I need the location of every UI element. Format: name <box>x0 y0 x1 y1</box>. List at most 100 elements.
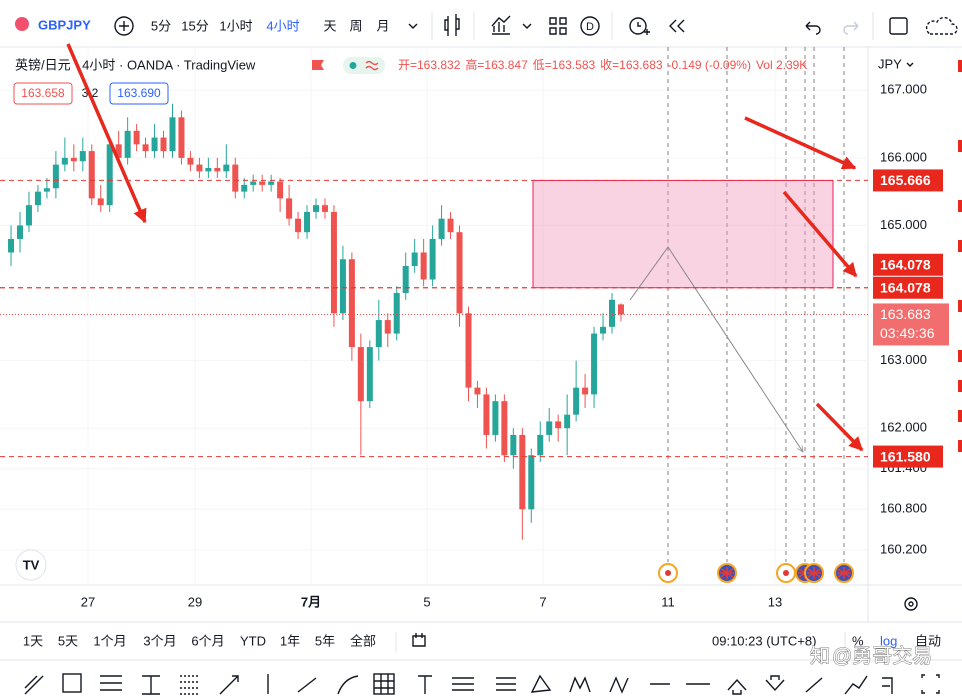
short-tool[interactable] <box>765 675 785 692</box>
table-grid <box>374 674 394 694</box>
settings-button[interactable] <box>904 597 918 611</box>
range-button[interactable]: 1天 <box>23 633 43 648</box>
badge-circle[interactable] <box>580 16 600 36</box>
percent-toggle[interactable]: % <box>852 633 864 648</box>
interval-button[interactable]: 天 <box>323 18 336 33</box>
table-tool[interactable] <box>373 673 395 695</box>
price-axis-currency[interactable]: JPY <box>878 56 902 71</box>
level-label-bg <box>873 276 943 299</box>
interval-button[interactable]: 15分 <box>181 18 208 33</box>
rect-tool[interactable] <box>62 673 82 693</box>
ray-tool[interactable] <box>297 677 317 693</box>
add-symbol-button[interactable] <box>114 16 134 36</box>
candle-body <box>537 434 544 456</box>
event-flag <box>807 567 821 579</box>
level-label: 164.078 <box>880 256 931 272</box>
indicators-button[interactable] <box>491 15 511 35</box>
layout-button[interactable] <box>549 17 567 35</box>
symbol-logo <box>15 17 29 31</box>
flag-icon <box>312 60 324 70</box>
candle-body <box>178 117 185 158</box>
y-tick-label: 167.000 <box>880 82 927 97</box>
log-toggle[interactable]: log <box>880 633 897 648</box>
long-tool[interactable] <box>727 678 747 695</box>
brush-tool[interactable] <box>337 675 359 695</box>
range-button[interactable]: 1年 <box>280 633 300 648</box>
candle-body <box>34 191 41 206</box>
redo-button[interactable] <box>843 21 859 35</box>
tv-logo-mark: TV <box>23 557 40 572</box>
interval-button[interactable]: 月 <box>376 18 389 33</box>
range-group: 1天 5天 1个月 3个月 6个月 YTD 1年 5年 全部 <box>23 633 376 648</box>
ohlc-item: 开=163.832 <box>398 58 461 72</box>
hlines-tool[interactable] <box>100 675 122 691</box>
interval-button[interactable]: 4小时 <box>266 18 299 33</box>
candle-body <box>375 320 382 348</box>
candle-body <box>429 238 436 280</box>
interval-chevron[interactable] <box>408 23 418 29</box>
tv-logo <box>15 549 47 581</box>
date-range-button[interactable] <box>412 633 426 647</box>
projection-tool[interactable] <box>844 675 868 695</box>
candle-body <box>411 252 418 266</box>
channel-tool[interactable] <box>452 677 474 691</box>
candle-body <box>555 421 562 429</box>
buy-box[interactable] <box>109 82 169 105</box>
candle-body <box>232 164 239 192</box>
candle-body <box>321 205 328 212</box>
alert-button[interactable] <box>629 17 647 35</box>
range-button[interactable]: 3个月 <box>143 633 176 648</box>
forecast-tool[interactable] <box>805 677 823 693</box>
fullscreen-button[interactable] <box>889 17 908 35</box>
candle-body <box>492 401 499 435</box>
interval-button[interactable]: 周 <box>349 18 362 33</box>
range-button[interactable]: 6个月 <box>191 633 224 648</box>
zoom-tool[interactable] <box>921 674 940 694</box>
arrow-tool[interactable] <box>219 675 239 695</box>
range-button[interactable]: 5年 <box>315 633 335 648</box>
elliott-tool[interactable] <box>609 676 629 694</box>
symbol[interactable]: GBPJPY <box>38 17 91 32</box>
range-button[interactable]: 全部 <box>350 633 376 648</box>
edge-mark <box>958 380 962 392</box>
candle-body <box>393 293 400 334</box>
chevron[interactable] <box>522 23 532 29</box>
parallel-tool[interactable] <box>496 677 516 691</box>
ohlc-item: 低=163.583 <box>533 58 596 72</box>
text-line-tool[interactable] <box>142 675 160 695</box>
y-tick-label: 160.800 <box>880 501 927 516</box>
y-tick-label: 163.000 <box>880 352 927 367</box>
undo-button[interactable] <box>805 21 821 35</box>
chart-type-button[interactable] <box>444 14 460 36</box>
cloud-button[interactable] <box>925 16 958 35</box>
note-tool[interactable] <box>882 677 893 694</box>
range-button[interactable]: YTD <box>240 633 266 648</box>
triangle-tool[interactable] <box>530 674 552 693</box>
fib-tool[interactable] <box>180 675 200 695</box>
candle-body <box>420 252 427 280</box>
status-wave <box>365 60 379 71</box>
candle-body <box>384 320 391 334</box>
trend-line-tool[interactable] <box>24 675 44 695</box>
candle-body <box>61 157 68 165</box>
candle-body <box>142 144 149 152</box>
candle-body <box>447 218 454 233</box>
range-button[interactable]: 5天 <box>58 633 78 648</box>
range-button[interactable]: 1个月 <box>93 633 126 648</box>
y-tick-label: 165.000 <box>880 217 927 232</box>
candle-body <box>169 117 176 152</box>
candle-body <box>348 259 355 348</box>
candle-body <box>304 211 311 233</box>
candle-body <box>259 181 266 185</box>
edge-mark <box>958 440 962 452</box>
last-price-label: 163.683 <box>880 306 931 322</box>
candle-body <box>241 184 248 192</box>
level-label-bg <box>873 169 943 192</box>
interval-button[interactable]: 1小时 <box>219 18 252 33</box>
auto-toggle[interactable]: 自动 <box>915 633 941 648</box>
pattern-tool[interactable] <box>569 676 591 693</box>
interval-button[interactable]: 5分 <box>151 18 171 33</box>
text-tool[interactable] <box>418 675 432 694</box>
replay-button[interactable] <box>669 19 685 33</box>
sell-box[interactable] <box>13 82 73 105</box>
